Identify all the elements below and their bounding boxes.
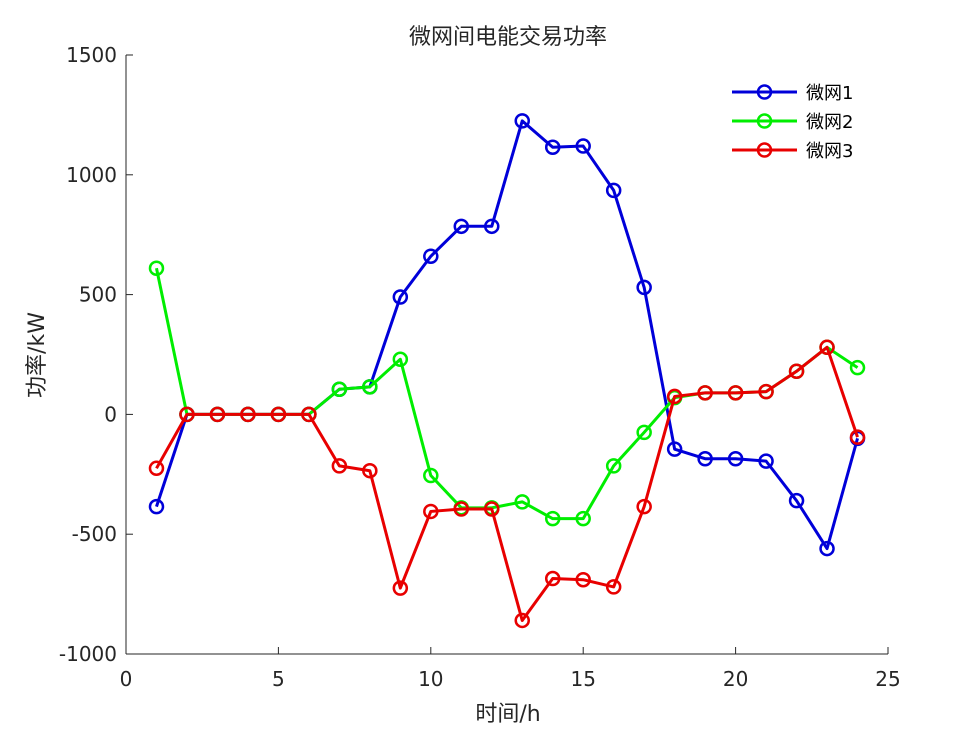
data-point bbox=[758, 453, 774, 469]
data-point bbox=[423, 467, 439, 484]
series-3 bbox=[148, 339, 866, 629]
data-point bbox=[453, 218, 470, 235]
y-tick-label: 1000 bbox=[66, 163, 117, 187]
data-point bbox=[727, 385, 744, 401]
y-tick-label: -500 bbox=[72, 522, 117, 546]
data-point bbox=[849, 429, 866, 445]
data-point bbox=[484, 501, 500, 517]
series-1 bbox=[148, 113, 866, 557]
data-point bbox=[392, 580, 409, 596]
data-point bbox=[453, 501, 470, 517]
series-line bbox=[155, 345, 859, 622]
legend-item: 微网3 bbox=[732, 141, 853, 162]
data-point bbox=[331, 458, 348, 474]
plot-axes: 0 5 10 15 20 25 -1000 -500 0 500 1000 1500 bbox=[59, 43, 901, 691]
data-point bbox=[484, 218, 500, 235]
x-tick-label: 0 bbox=[120, 667, 133, 691]
y-tick-label: -1000 bbox=[59, 642, 117, 666]
data-point bbox=[544, 570, 561, 587]
data-point bbox=[423, 248, 439, 265]
y-tick-label: 500 bbox=[79, 283, 117, 307]
data-point bbox=[697, 450, 713, 467]
data-point bbox=[362, 379, 378, 395]
data-point bbox=[575, 138, 591, 154]
legend-label: 微网1 bbox=[806, 83, 853, 104]
data-point bbox=[362, 462, 378, 479]
data-point bbox=[209, 406, 226, 423]
data-point bbox=[514, 113, 530, 129]
data-point bbox=[392, 289, 409, 305]
data-point bbox=[270, 406, 287, 423]
data-point bbox=[179, 406, 195, 423]
data-point bbox=[423, 503, 439, 520]
x-tick-label: 5 bbox=[272, 667, 285, 691]
data-point bbox=[392, 351, 409, 368]
data-point bbox=[544, 139, 561, 155]
data-point bbox=[514, 612, 530, 629]
data-point bbox=[605, 182, 622, 199]
data-point bbox=[819, 540, 835, 557]
data-point bbox=[727, 450, 744, 467]
data-point bbox=[697, 385, 713, 401]
x-tick-label: 10 bbox=[418, 667, 443, 691]
chart-title: 微网间电能交易功率 bbox=[409, 25, 607, 50]
y-tick-label: 0 bbox=[104, 402, 117, 426]
y-tick-label: 1500 bbox=[66, 43, 117, 67]
legend-label: 微网3 bbox=[806, 141, 853, 162]
data-point bbox=[331, 381, 348, 397]
x-axis-label: 时间/h bbox=[475, 702, 540, 727]
legend: 微网1 微网2 微网3 bbox=[732, 83, 853, 162]
data-point bbox=[849, 359, 866, 376]
data-point bbox=[605, 458, 622, 474]
data-point bbox=[636, 279, 652, 296]
data-point bbox=[605, 579, 622, 595]
legend-label: 微网2 bbox=[806, 112, 853, 133]
x-tick-label: 20 bbox=[723, 667, 748, 691]
legend-marker bbox=[756, 84, 773, 100]
data-point bbox=[788, 363, 805, 380]
data-point bbox=[575, 571, 591, 588]
data-point bbox=[788, 492, 805, 509]
data-point bbox=[514, 494, 530, 510]
data-point bbox=[544, 510, 561, 527]
data-point bbox=[758, 383, 774, 400]
data-point bbox=[666, 441, 683, 457]
data-point bbox=[240, 406, 256, 423]
data-point bbox=[636, 424, 652, 441]
legend-item: 微网1 bbox=[732, 83, 853, 104]
legend-marker bbox=[756, 113, 773, 129]
data-point bbox=[148, 260, 165, 276]
x-tick-label: 15 bbox=[570, 667, 595, 691]
data-point bbox=[636, 498, 652, 515]
data-point bbox=[666, 388, 683, 405]
legend-item: 微网2 bbox=[732, 112, 853, 133]
data-point bbox=[575, 510, 591, 527]
legend-marker bbox=[756, 142, 773, 158]
data-point bbox=[301, 406, 317, 423]
data-point bbox=[819, 339, 835, 356]
data-point bbox=[148, 460, 165, 477]
y-axis-label: 功率/kW bbox=[25, 312, 50, 398]
x-tick-label: 25 bbox=[875, 667, 900, 691]
series-line bbox=[155, 119, 859, 551]
data-point bbox=[148, 498, 165, 515]
series-layer bbox=[148, 113, 866, 629]
